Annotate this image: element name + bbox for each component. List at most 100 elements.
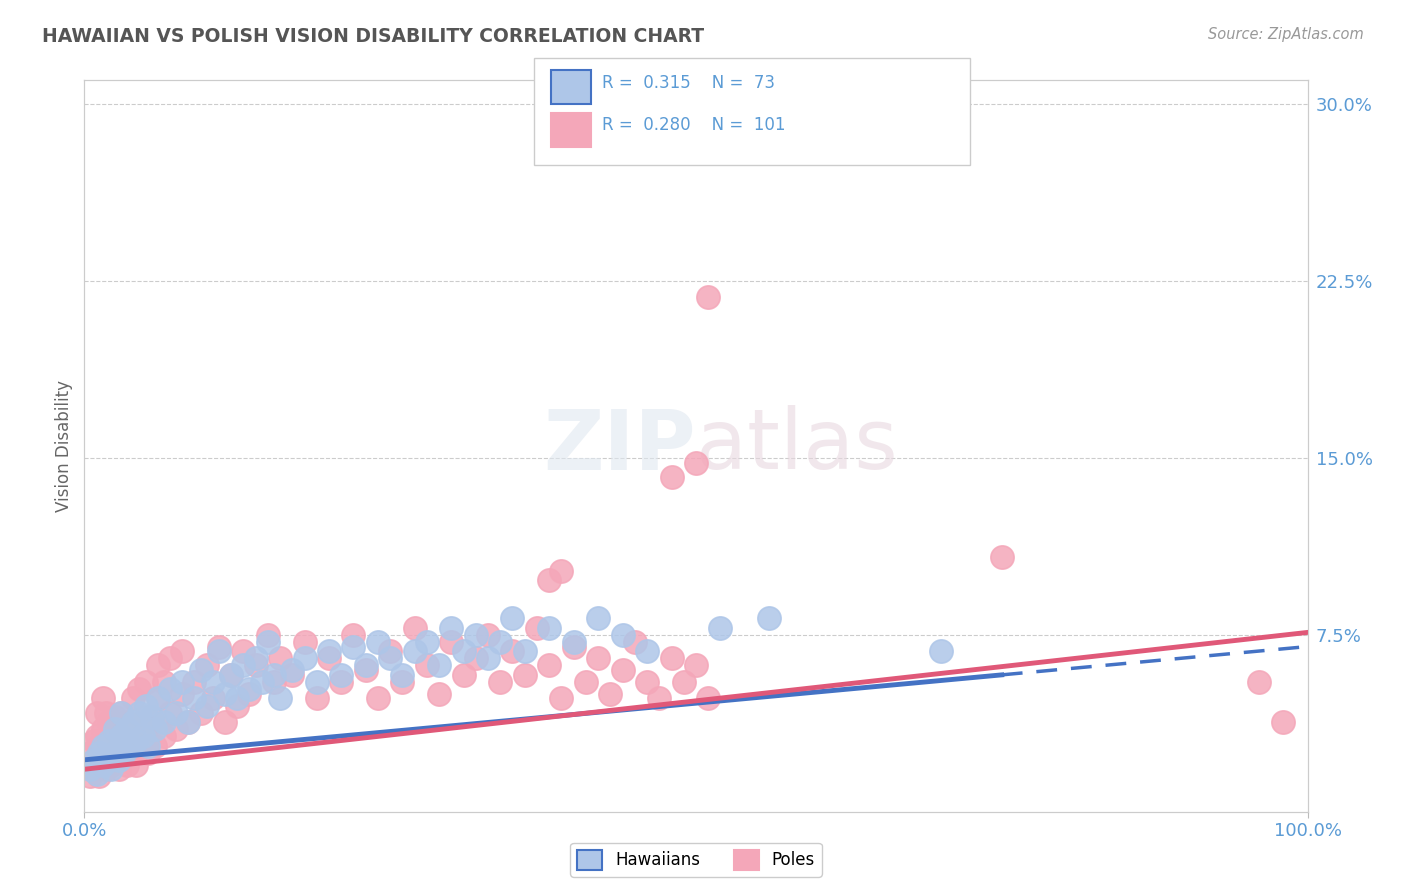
Point bbox=[636, 644, 658, 658]
Point bbox=[146, 658, 169, 673]
Point bbox=[141, 714, 163, 729]
Point bbox=[125, 734, 148, 748]
Point bbox=[104, 753, 127, 767]
Point bbox=[219, 668, 242, 682]
Point bbox=[477, 628, 499, 642]
Point bbox=[143, 739, 166, 753]
Point bbox=[661, 651, 683, 665]
Point bbox=[245, 658, 267, 673]
Point bbox=[342, 628, 364, 642]
Point bbox=[342, 640, 364, 654]
Point bbox=[305, 691, 328, 706]
Point bbox=[104, 746, 127, 760]
Point bbox=[245, 651, 267, 665]
Text: HAWAIIAN VS POLISH VISION DISABILITY CORRELATION CHART: HAWAIIAN VS POLISH VISION DISABILITY COR… bbox=[42, 27, 704, 45]
Point bbox=[172, 687, 194, 701]
Point bbox=[404, 621, 426, 635]
Point bbox=[697, 290, 720, 304]
Point bbox=[110, 706, 132, 720]
Point bbox=[281, 663, 304, 677]
Point bbox=[86, 757, 108, 772]
Point bbox=[97, 746, 120, 760]
Point bbox=[294, 651, 316, 665]
Point bbox=[91, 739, 114, 753]
Point bbox=[159, 706, 181, 720]
Point bbox=[96, 734, 118, 748]
Point bbox=[636, 675, 658, 690]
Point bbox=[453, 668, 475, 682]
Point bbox=[238, 681, 260, 696]
Point bbox=[128, 681, 150, 696]
Point bbox=[477, 651, 499, 665]
Point bbox=[367, 691, 389, 706]
Point bbox=[177, 714, 200, 729]
Point bbox=[263, 668, 285, 682]
Point bbox=[91, 757, 114, 772]
Point bbox=[538, 658, 561, 673]
Point bbox=[263, 675, 285, 690]
Point bbox=[562, 640, 585, 654]
Point bbox=[330, 668, 353, 682]
Point bbox=[91, 722, 114, 736]
Point bbox=[104, 722, 127, 736]
Point bbox=[100, 762, 122, 776]
Point bbox=[586, 651, 609, 665]
Point bbox=[214, 687, 236, 701]
Point bbox=[1272, 714, 1295, 729]
Point bbox=[513, 644, 536, 658]
Point bbox=[226, 698, 249, 713]
Point bbox=[648, 691, 671, 706]
Point bbox=[79, 762, 101, 776]
Point bbox=[115, 722, 138, 736]
Point bbox=[624, 635, 647, 649]
Point bbox=[165, 722, 187, 736]
Point bbox=[190, 663, 212, 677]
Point bbox=[153, 675, 176, 690]
Text: R =  0.280    N =  101: R = 0.280 N = 101 bbox=[602, 116, 786, 134]
Point bbox=[135, 675, 157, 690]
Point bbox=[391, 675, 413, 690]
Point bbox=[86, 729, 108, 743]
Point bbox=[120, 739, 142, 753]
Point bbox=[427, 658, 450, 673]
Point bbox=[380, 644, 402, 658]
Point bbox=[183, 675, 205, 690]
Point bbox=[195, 658, 218, 673]
Point bbox=[991, 549, 1014, 564]
Point bbox=[281, 668, 304, 682]
Point bbox=[128, 722, 150, 736]
Point bbox=[132, 729, 155, 743]
Point bbox=[96, 762, 118, 776]
Point bbox=[257, 628, 280, 642]
Point bbox=[709, 621, 731, 635]
Point bbox=[354, 663, 377, 677]
Point bbox=[195, 698, 218, 713]
Point bbox=[661, 469, 683, 483]
Point bbox=[125, 757, 148, 772]
Point bbox=[416, 635, 439, 649]
Point bbox=[250, 675, 273, 690]
Point bbox=[404, 644, 426, 658]
Point bbox=[201, 675, 224, 690]
Point bbox=[86, 767, 108, 781]
Point bbox=[83, 762, 105, 776]
Point bbox=[929, 644, 952, 658]
Point bbox=[391, 668, 413, 682]
Point bbox=[107, 722, 129, 736]
Point bbox=[214, 714, 236, 729]
Y-axis label: Vision Disability: Vision Disability bbox=[55, 380, 73, 512]
Point bbox=[177, 714, 200, 729]
Legend: Hawaiians, Poles: Hawaiians, Poles bbox=[571, 843, 821, 877]
Point bbox=[135, 710, 157, 724]
Point bbox=[685, 658, 707, 673]
Point bbox=[238, 687, 260, 701]
Point bbox=[153, 729, 176, 743]
Text: ZIP: ZIP bbox=[544, 406, 696, 486]
Point bbox=[208, 640, 231, 654]
Point bbox=[122, 729, 145, 743]
Point bbox=[91, 753, 114, 767]
Point bbox=[172, 644, 194, 658]
Point bbox=[79, 769, 101, 783]
Point bbox=[269, 691, 291, 706]
Point bbox=[91, 691, 114, 706]
